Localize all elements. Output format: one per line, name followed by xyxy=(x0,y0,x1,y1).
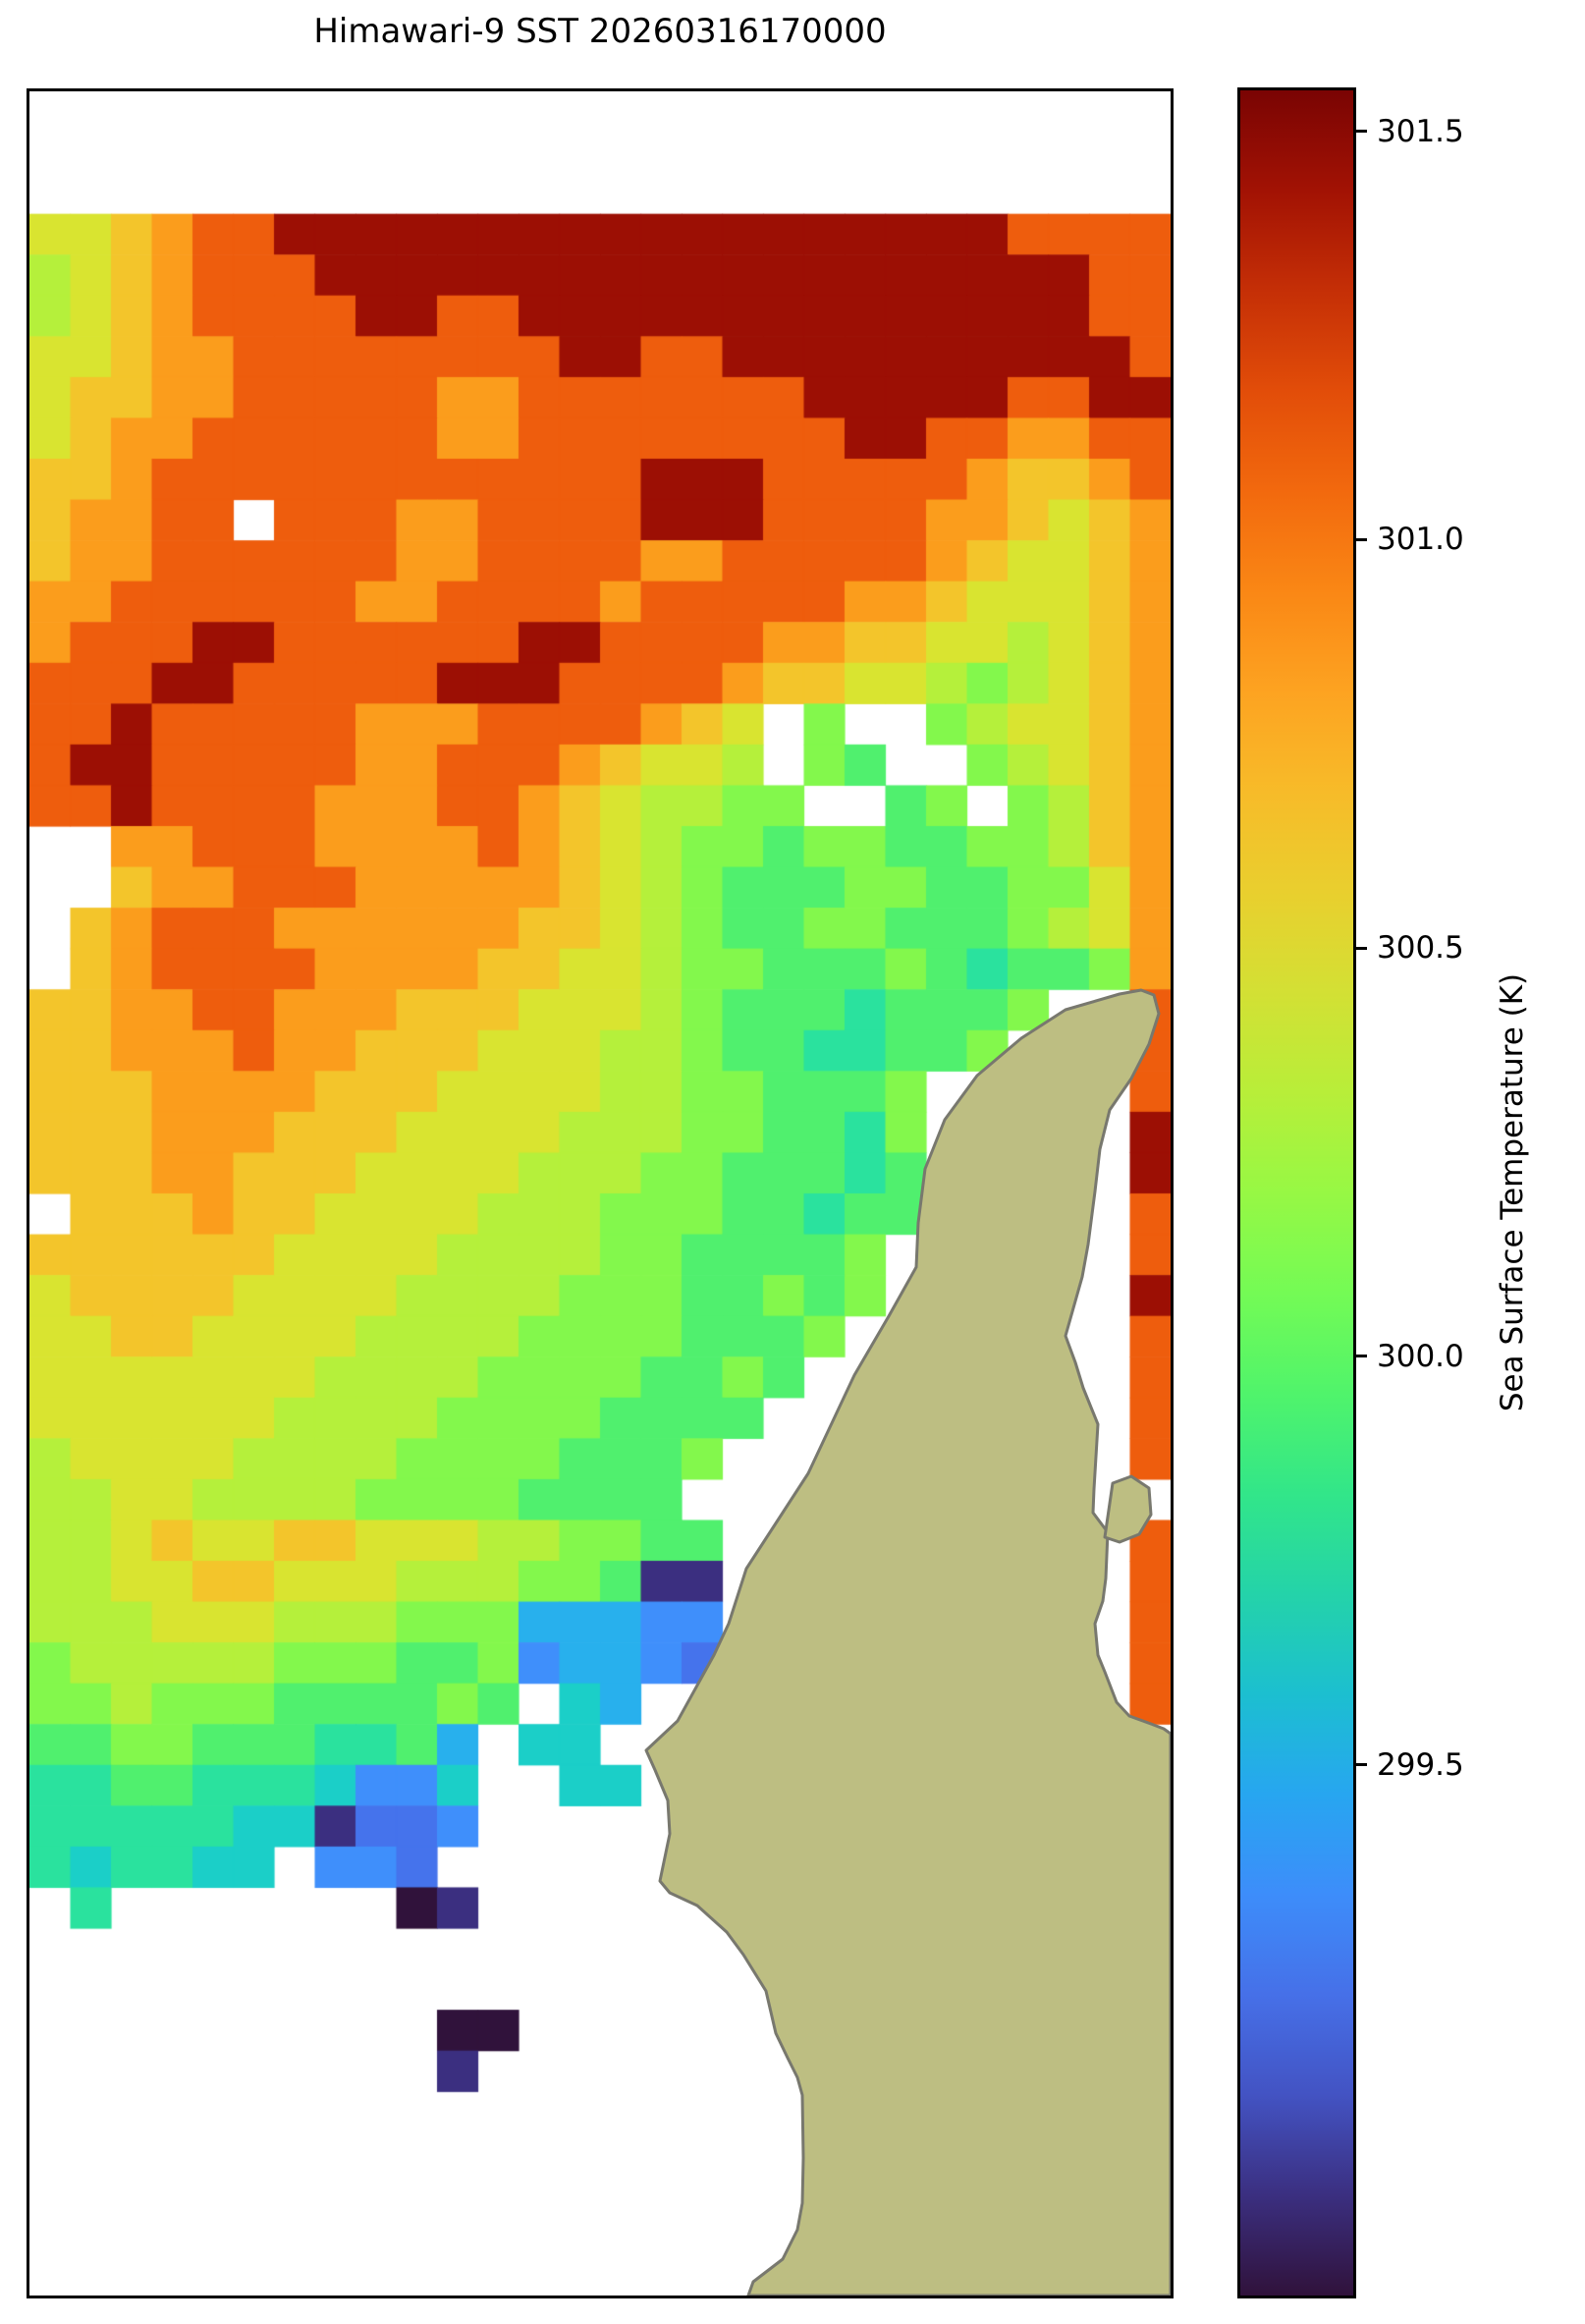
colorbar-tick-label: 301.0 xyxy=(1377,522,1464,558)
colorbar-axis-label: Sea Surface Temperature (K) xyxy=(1495,972,1530,1412)
colorbar-tick-mark xyxy=(1356,946,1367,950)
land-overlay xyxy=(644,988,1171,2296)
colorbar xyxy=(1237,87,1356,2298)
plot-title: Himawari-9 SST 20260316170000 xyxy=(313,12,887,51)
map-panel xyxy=(27,88,1174,2298)
land-polygon xyxy=(644,988,1171,2296)
colorbar-tick-label: 301.5 xyxy=(1377,113,1464,149)
colorbar-tick-label: 300.0 xyxy=(1377,1338,1464,1374)
colorbar-tick-mark xyxy=(1356,1355,1367,1358)
colorbar-tick-mark xyxy=(1356,537,1367,541)
colorbar-tick-mark xyxy=(1356,1763,1367,1767)
colorbar-tick-label: 300.5 xyxy=(1377,930,1464,967)
colorbar-tick-label: 299.5 xyxy=(1377,1746,1464,1783)
island-polygon xyxy=(1103,1474,1153,1544)
colorbar-tick-mark xyxy=(1356,130,1367,134)
